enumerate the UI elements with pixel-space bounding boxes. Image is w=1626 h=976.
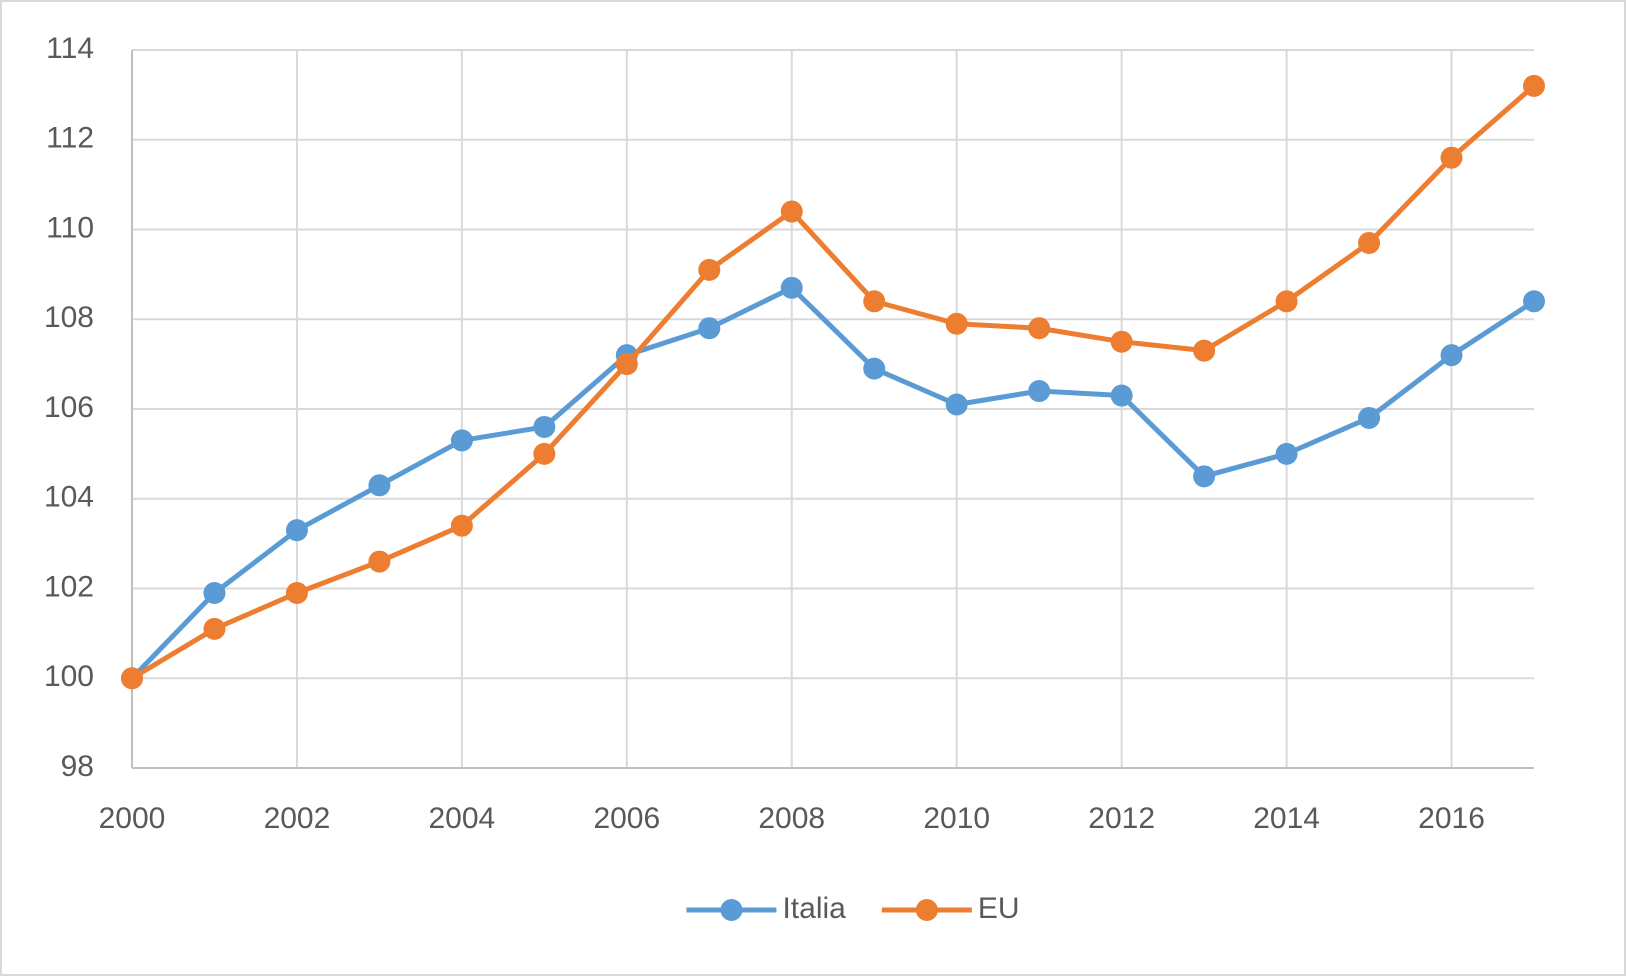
y-tick-label: 110 bbox=[46, 211, 94, 244]
data-point bbox=[121, 667, 143, 690]
y-tick-label: 108 bbox=[44, 301, 94, 334]
data-point bbox=[1110, 384, 1133, 407]
data-point bbox=[1275, 290, 1298, 313]
data-point bbox=[533, 415, 556, 438]
data-point bbox=[780, 276, 803, 299]
y-tick-label: 102 bbox=[44, 570, 94, 603]
data-point bbox=[450, 429, 473, 452]
data-point bbox=[1440, 344, 1463, 367]
legend-marker bbox=[720, 899, 743, 921]
data-point bbox=[1028, 317, 1051, 340]
data-point bbox=[698, 317, 721, 340]
data-point bbox=[1440, 146, 1463, 169]
x-tick-label: 2012 bbox=[1088, 802, 1155, 835]
legend-marker bbox=[915, 899, 938, 921]
x-tick-label: 2014 bbox=[1253, 802, 1320, 835]
legend-item: EU bbox=[881, 892, 1020, 925]
data-point bbox=[1358, 231, 1381, 254]
data-point bbox=[1358, 406, 1381, 429]
data-point bbox=[945, 393, 968, 416]
data-point bbox=[203, 581, 226, 604]
y-tick-label: 100 bbox=[44, 660, 94, 693]
data-point bbox=[1523, 74, 1545, 97]
data-point bbox=[450, 514, 473, 537]
data-point bbox=[533, 442, 556, 465]
y-tick-label: 114 bbox=[46, 32, 94, 65]
series-line bbox=[130, 84, 1536, 681]
data-point bbox=[780, 200, 803, 223]
data-point bbox=[285, 581, 308, 604]
data-point bbox=[285, 519, 308, 542]
data-point bbox=[1193, 465, 1216, 488]
series-line bbox=[130, 285, 1536, 680]
x-tick-label: 2002 bbox=[264, 802, 331, 835]
x-tick-label: 2000 bbox=[99, 802, 166, 835]
data-point bbox=[945, 312, 968, 335]
data-point bbox=[1028, 380, 1051, 403]
x-tick-label: 2010 bbox=[923, 802, 990, 835]
data-point bbox=[1193, 339, 1216, 362]
data-point bbox=[203, 617, 226, 640]
data-point bbox=[1523, 290, 1545, 313]
legend-item: Italia bbox=[686, 892, 846, 925]
x-tick-label: 2006 bbox=[593, 802, 660, 835]
data-point bbox=[698, 258, 721, 281]
data-point bbox=[863, 290, 886, 313]
y-tick-label: 112 bbox=[46, 122, 94, 155]
y-tick-label: 104 bbox=[44, 481, 94, 514]
x-tick-label: 2016 bbox=[1418, 802, 1485, 835]
x-tick-label: 2004 bbox=[429, 802, 496, 835]
data-point bbox=[863, 357, 886, 380]
data-point bbox=[1110, 330, 1133, 353]
data-point bbox=[368, 550, 391, 573]
y-tick-label: 106 bbox=[44, 391, 94, 424]
data-point bbox=[615, 353, 638, 376]
x-tick-label: 2008 bbox=[758, 802, 825, 835]
data-point bbox=[1275, 442, 1298, 465]
y-tick-label: 98 bbox=[61, 750, 94, 783]
legend-label: Italia bbox=[782, 892, 846, 925]
data-point bbox=[368, 474, 391, 497]
legend-label: EU bbox=[978, 892, 1020, 925]
